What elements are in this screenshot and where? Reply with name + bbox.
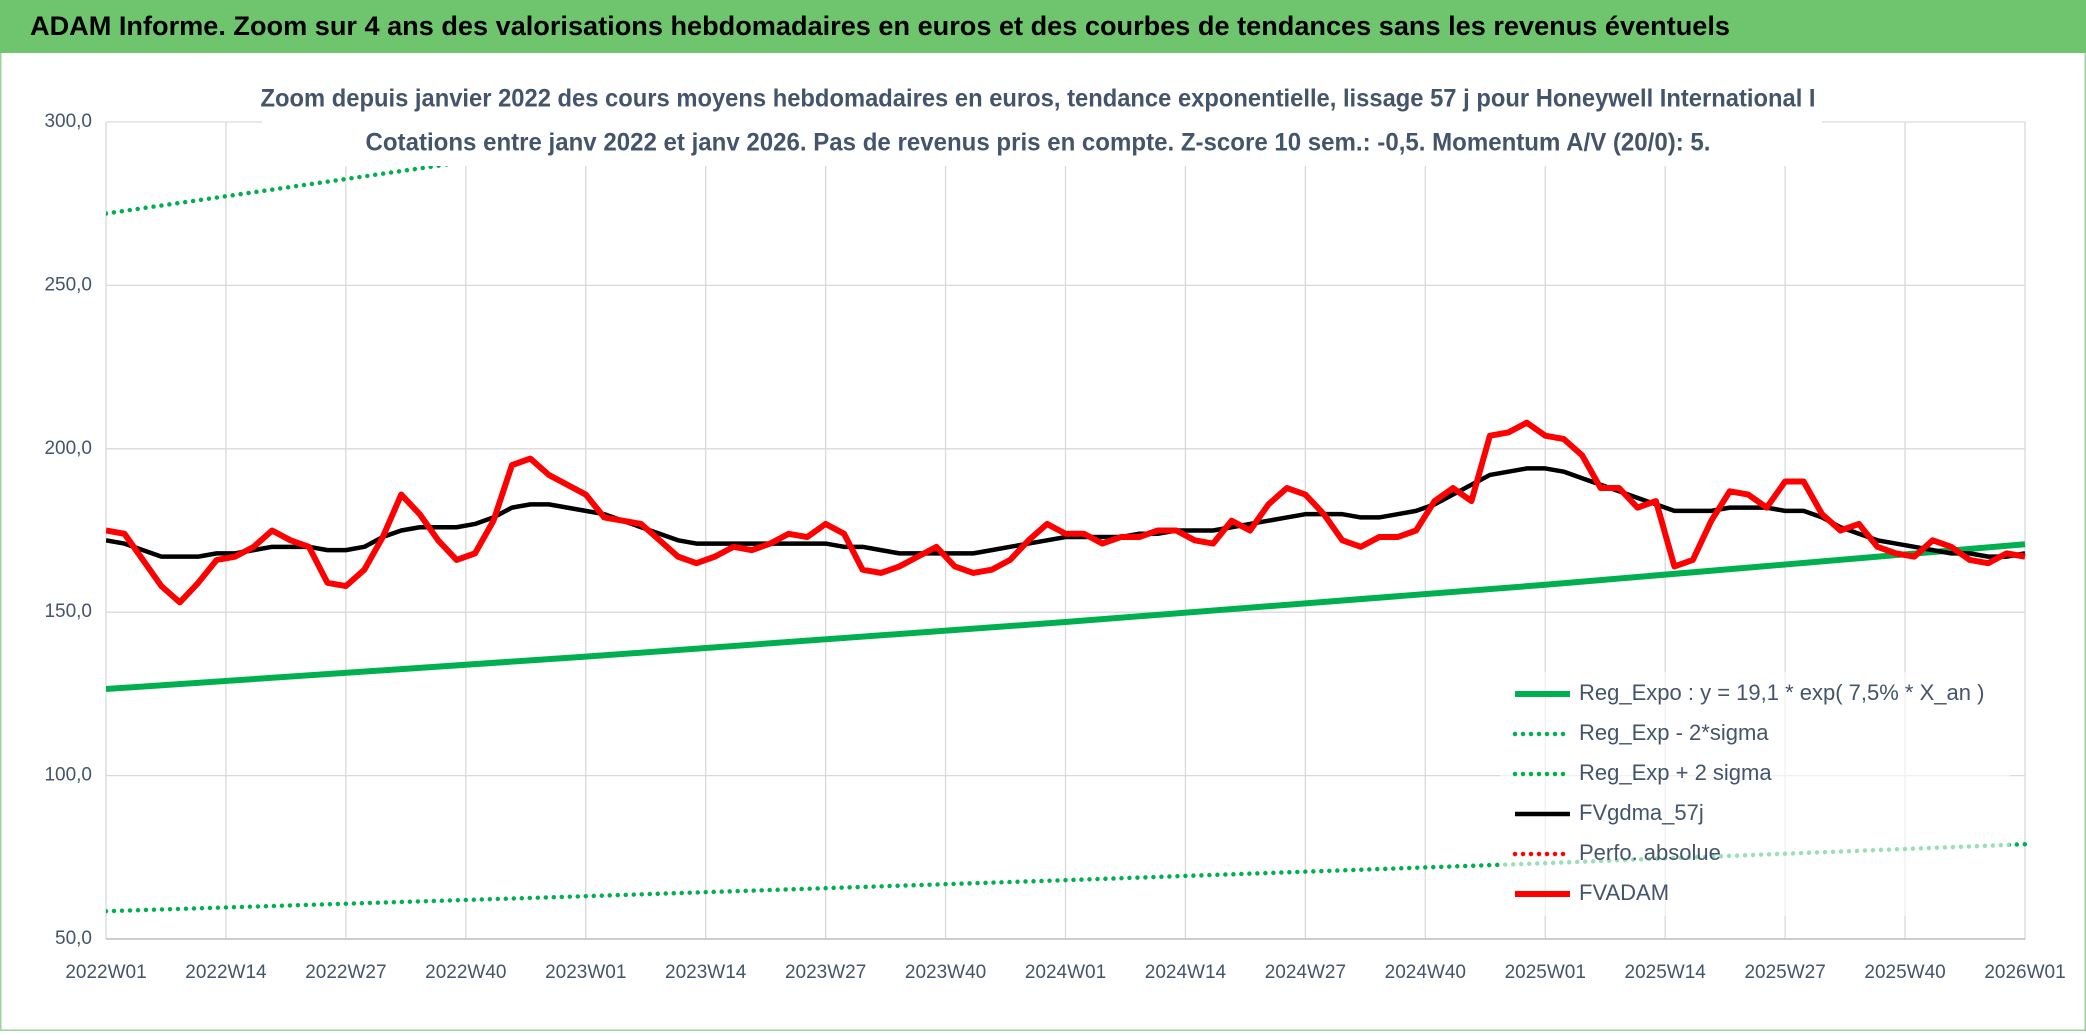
x-tick-label: 2023W40 <box>905 962 986 983</box>
x-tick-label: 2022W40 <box>425 962 506 983</box>
legend: Reg_Expo : y = 19,1 * exp( 7,5% * X_an )… <box>1500 672 2010 916</box>
x-tick-label: 2022W27 <box>305 962 386 983</box>
legend-label: FVADAM <box>1579 880 1669 905</box>
y-tick-label: 150,0 <box>44 601 92 622</box>
y-tick-label: 100,0 <box>44 765 92 786</box>
x-tick-label: 2025W14 <box>1625 962 1707 983</box>
y-tick-label: 300,0 <box>44 111 92 132</box>
legend-label: FVgdma_57j <box>1579 800 1704 825</box>
x-tick-label: 2022W01 <box>65 962 146 983</box>
x-tick-label: 2023W14 <box>665 962 747 983</box>
x-tick-label: 2023W27 <box>785 962 866 983</box>
x-tick-label: 2022W14 <box>185 962 267 983</box>
series-line <box>106 541 2026 692</box>
x-tick-label: 2024W27 <box>1265 962 1346 983</box>
title-box <box>262 80 1822 166</box>
header-bar <box>0 0 2086 53</box>
y-tick-label: 250,0 <box>44 274 92 295</box>
x-tick-label: 2025W40 <box>1864 962 1945 983</box>
legend-label: Reg_Expo : y = 19,1 * exp( 7,5% * X_an ) <box>1579 680 1984 705</box>
chart-subtitle: Cotations entre janv 2022 et janv 2026. … <box>366 129 1711 157</box>
y-tick-label: 200,0 <box>44 438 92 459</box>
legend-box <box>1500 672 2010 916</box>
x-tick-label: 2023W01 <box>545 962 626 983</box>
x-tick-label: 2024W01 <box>1025 962 1106 983</box>
x-tick-label: 2024W40 <box>1385 962 1466 983</box>
legend-label: Reg_Exp + 2 sigma <box>1579 760 1772 785</box>
series-line <box>106 419 2026 606</box>
x-tick-label: 2024W14 <box>1145 962 1227 983</box>
x-tick-label: 2025W01 <box>1505 962 1586 983</box>
legend-label: Perfo. absolue <box>1579 840 1721 865</box>
x-tick-label: 2025W27 <box>1744 962 1825 983</box>
legend-label: Reg_Exp - 2*sigma <box>1579 720 1769 745</box>
x-tick-label: 2026W01 <box>1984 962 2065 983</box>
y-tick-label: 50,0 <box>55 928 92 949</box>
chart-title: Zoom depuis janvier 2022 des cours moyen… <box>261 85 1816 113</box>
header-title: ADAM Informe. Zoom sur 4 ans des valoris… <box>30 11 1730 41</box>
